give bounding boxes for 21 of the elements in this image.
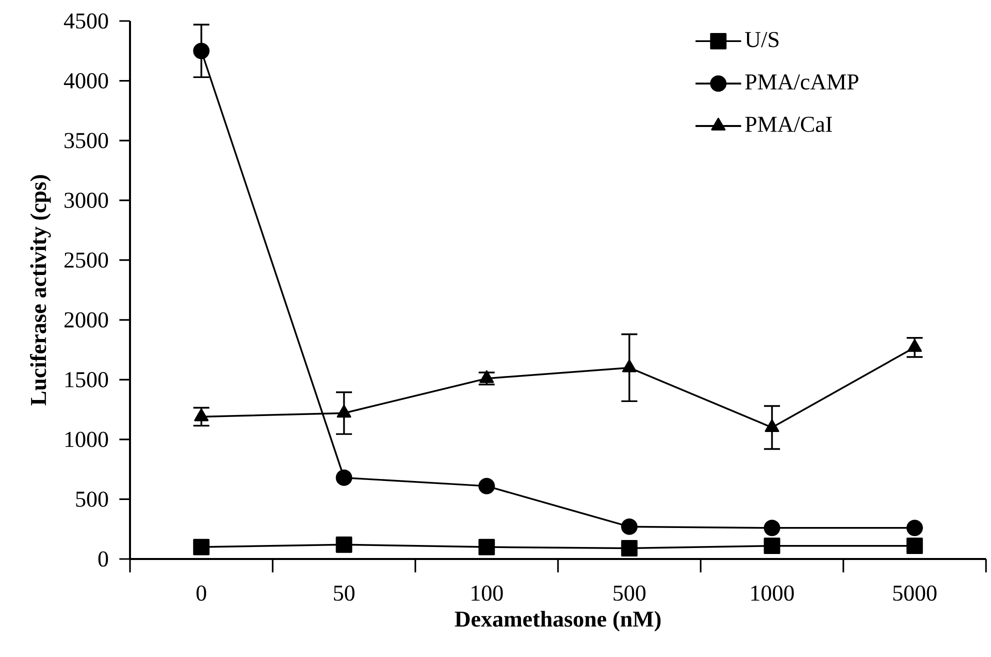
y-tick-label: 3500 xyxy=(64,132,108,148)
legend-label: PMA/cAMP xyxy=(745,74,858,90)
x-tick-label: 1000 xyxy=(751,585,794,601)
y-tick-label: 3000 xyxy=(64,192,108,208)
y-tick-label: 4000 xyxy=(64,73,108,88)
y-tick-label: 4500 xyxy=(64,13,108,29)
x-tick-label: 5000 xyxy=(893,585,936,601)
y-tick-label: 500 xyxy=(76,492,108,507)
y-tick-label: 2500 xyxy=(64,252,108,268)
y-tick-label: 1000 xyxy=(66,432,108,448)
x-tick-label: 0 xyxy=(196,585,206,601)
y-tick-label: 2000 xyxy=(64,312,108,328)
x-tick-label: 500 xyxy=(614,585,646,601)
x-axis-title: Dexamethasone (nM) xyxy=(454,610,661,632)
y-tick-label: 0 xyxy=(98,551,108,567)
y-tick-label: 1500 xyxy=(66,372,108,388)
y-axis-title: Luciferase activity (cps) xyxy=(30,175,51,406)
x-tick-label: 100 xyxy=(472,585,503,601)
x-tick-label: 50 xyxy=(334,585,354,601)
legend-label: U/S xyxy=(745,32,778,48)
legend-label: PMA/CaI xyxy=(745,116,832,132)
